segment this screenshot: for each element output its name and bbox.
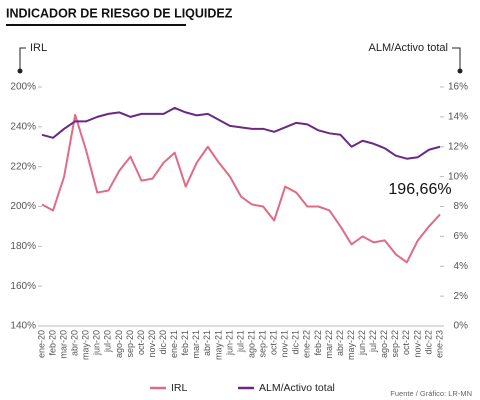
source: Fuente / Gráfico: LR-MN bbox=[390, 389, 472, 398]
x-tick-label: feb-21 bbox=[180, 330, 190, 356]
x-tick-label: ago-22 bbox=[379, 330, 389, 358]
x-tick-label: nov-22 bbox=[412, 330, 422, 358]
x-tick-label: may-20 bbox=[81, 330, 91, 360]
y2-tick-label: 2% bbox=[454, 291, 469, 302]
x-tick-label: sep-22 bbox=[390, 330, 400, 358]
y-tick-label: 160% bbox=[10, 281, 36, 292]
y2-tick-label: 16% bbox=[448, 82, 468, 93]
x-tick-label: ago-20 bbox=[114, 330, 124, 358]
x-tick-label: ene-21 bbox=[169, 330, 179, 358]
x-tick-label: sep-21 bbox=[257, 330, 267, 358]
y2-axis-label: ALM/Activo total bbox=[369, 42, 448, 54]
x-tick-label: oct-22 bbox=[401, 330, 411, 355]
x-tick-label: abr-21 bbox=[202, 330, 212, 356]
x-tick-label: jul-20 bbox=[103, 330, 113, 353]
x-tick-label: dic-21 bbox=[291, 330, 301, 355]
y2-tick-label: 6% bbox=[454, 231, 469, 242]
x-tick-label: nov-20 bbox=[147, 330, 157, 358]
y2-tick-label: 10% bbox=[448, 171, 468, 182]
x-tick-label: jun-20 bbox=[92, 330, 102, 356]
x-tick-label: mar-22 bbox=[324, 330, 334, 359]
y2-tick-label: 14% bbox=[448, 112, 468, 123]
x-tick-label: oct-20 bbox=[136, 330, 146, 355]
x-tick-label: sep-20 bbox=[125, 330, 135, 358]
y-tick-label: 200% bbox=[10, 201, 36, 212]
x-tick-label: jul-21 bbox=[235, 330, 245, 353]
y-tick-label: 140% bbox=[10, 321, 36, 332]
x-tick-label: ene-20 bbox=[36, 330, 46, 358]
y-tick-label: 220% bbox=[10, 161, 36, 172]
y2-tick-label: 12% bbox=[448, 141, 468, 152]
x-tick-label: nov-21 bbox=[280, 330, 290, 358]
y2-tick-label: 4% bbox=[454, 261, 469, 272]
annotation: 196,66% bbox=[388, 181, 451, 198]
y2-axis-label-pointer bbox=[452, 47, 461, 70]
y-tick-label: 240% bbox=[10, 121, 36, 132]
y2-tick-label: 8% bbox=[454, 201, 469, 212]
x-tick-label: ago-21 bbox=[246, 330, 256, 358]
x-tick-label: ene-22 bbox=[302, 330, 312, 358]
x-tick-label: jul-22 bbox=[368, 330, 378, 353]
x-tick-label: dic-20 bbox=[158, 330, 168, 355]
y2-axis-label-dot bbox=[457, 68, 463, 74]
y-axis-label: IRL bbox=[30, 42, 47, 54]
x-tick-label: feb-20 bbox=[47, 330, 57, 356]
x-tick-label: abr-22 bbox=[335, 330, 345, 356]
y-tick-label: 180% bbox=[10, 241, 36, 252]
legend-label: ALM/Activo total bbox=[259, 382, 335, 394]
x-tick-label: dic-22 bbox=[423, 330, 433, 355]
x-tick-label: oct-21 bbox=[269, 330, 279, 355]
x-tick-label: jun-21 bbox=[224, 330, 234, 356]
x-tick-label: jun-22 bbox=[357, 330, 367, 356]
chart-title: INDICADOR DE RIESGO DE LIQUIDEZ bbox=[6, 6, 233, 20]
legend-label: IRL bbox=[171, 382, 188, 394]
x-tick-label: mar-21 bbox=[191, 330, 201, 359]
x-tick-label: mar-20 bbox=[58, 330, 68, 359]
x-tick-label: ene-23 bbox=[434, 330, 444, 358]
x-tick-label: abr-20 bbox=[70, 330, 80, 356]
x-tick-label: may-22 bbox=[346, 330, 356, 360]
y-axis-label-dot bbox=[17, 68, 23, 74]
series-line bbox=[41, 106, 441, 160]
x-tick-label: feb-22 bbox=[313, 330, 323, 356]
title-rule bbox=[6, 24, 186, 26]
y2-tick-label: 0% bbox=[454, 321, 469, 332]
x-tick-label: may-21 bbox=[213, 330, 223, 360]
y-tick-label: 200% bbox=[10, 82, 36, 93]
y-axis-label-pointer bbox=[19, 47, 26, 70]
series-line bbox=[41, 113, 441, 264]
